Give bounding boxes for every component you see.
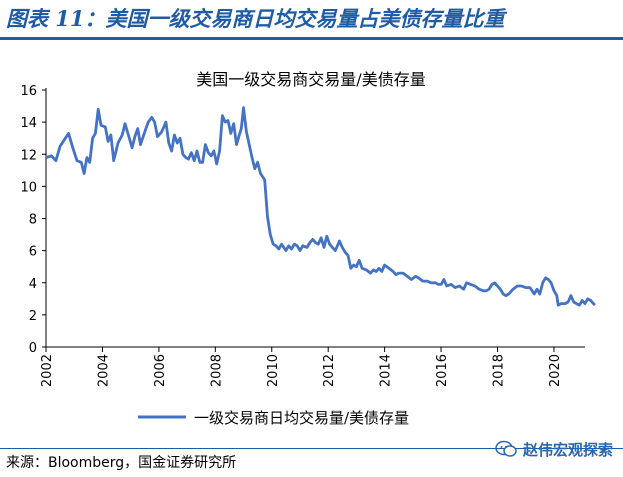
y-tick-label: 4 [29, 277, 37, 292]
x-tick-label: 2008 [209, 354, 224, 387]
x-tick-label: 2006 [153, 354, 168, 387]
watermark-text: 赵伟宏观探索 [522, 440, 613, 459]
x-tick-label: 2016 [435, 354, 450, 387]
x-tick-label: 2014 [379, 354, 394, 387]
x-tick-label: 2020 [548, 354, 563, 387]
y-tick-label: 12 [20, 148, 37, 163]
source-note: 来源：Bloomberg，国金证券研究所 [6, 455, 237, 471]
x-tick-label: 2002 [40, 354, 55, 387]
y-tick-label: 0 [29, 341, 37, 356]
y-tick-label: 6 [29, 245, 37, 260]
figure-title: 图表 11：美国一级交易商日均交易量占美债存量比重 [6, 6, 505, 31]
y-tick-label: 2 [29, 309, 37, 324]
x-tick-label: 2012 [322, 354, 337, 387]
legend-label: 一级交易商日均交易量/美债存量 [194, 409, 409, 427]
axes: 0 2 4 6 8 10 12 14 16 2002 2004 2006 2008 2010 2012 201… [20, 84, 585, 387]
series-line [45, 106, 596, 307]
source-divider [0, 448, 623, 449]
wechat-icon [495, 440, 517, 457]
x-tick-label: 2010 [266, 354, 281, 387]
legend: 一级交易商日均交易量/美债存量 [138, 409, 409, 427]
y-tick-label: 16 [20, 84, 37, 99]
x-tick-label: 2004 [96, 354, 111, 387]
plot-area [45, 106, 596, 307]
line-chart: 美国一级交易商交易量/美债存量 0 2 4 6 8 10 12 14 16 2002 2004 200… [20, 70, 596, 427]
x-tick-label: 2018 [492, 354, 507, 387]
title-divider [0, 37, 623, 40]
y-tick-label: 14 [20, 116, 37, 131]
watermark: 赵伟宏观探索 [495, 437, 613, 461]
y-tick-label: 10 [20, 180, 37, 195]
y-tick-label: 8 [29, 213, 37, 228]
chart-title: 美国一级交易商交易量/美债存量 [196, 70, 425, 89]
